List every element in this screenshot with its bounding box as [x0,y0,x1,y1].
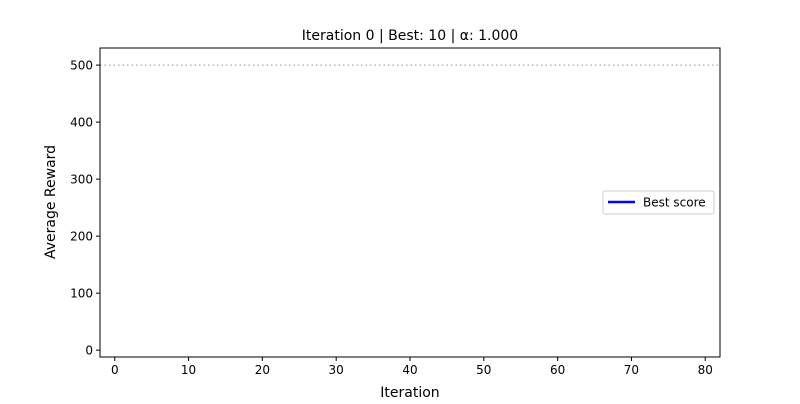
chart-title: Iteration 0 | Best: 10 | α: 1.000 [302,28,518,44]
legend: Best score [602,190,715,215]
x-axis-label: Iteration [380,385,439,400]
x-tick-label: 70 [624,363,639,377]
y-tick-label: 500 [70,59,93,73]
y-tick-label: 300 [70,173,93,187]
y-tick-label: 200 [70,230,93,244]
x-tick-label: 60 [550,363,565,377]
x-tick-label: 20 [255,363,270,377]
y-axis-label: Average Reward [43,145,59,259]
x-tick-label: 10 [181,363,196,377]
x-tick-label: 50 [476,363,491,377]
x-tick-label: 40 [402,363,417,377]
x-tick-label: 0 [111,363,119,377]
legend-label: Best score [643,196,706,210]
x-tick-label: 30 [329,363,344,377]
y-tick-label: 400 [70,116,93,130]
y-tick-label: 100 [70,287,93,301]
y-axis: 0 100 200 300 400 500 [70,59,100,358]
x-tick-label: 80 [698,363,713,377]
x-axis: 0 10 20 30 40 50 60 70 80 [111,357,713,377]
y-tick-label: 0 [85,344,93,358]
legend-box [602,190,715,215]
